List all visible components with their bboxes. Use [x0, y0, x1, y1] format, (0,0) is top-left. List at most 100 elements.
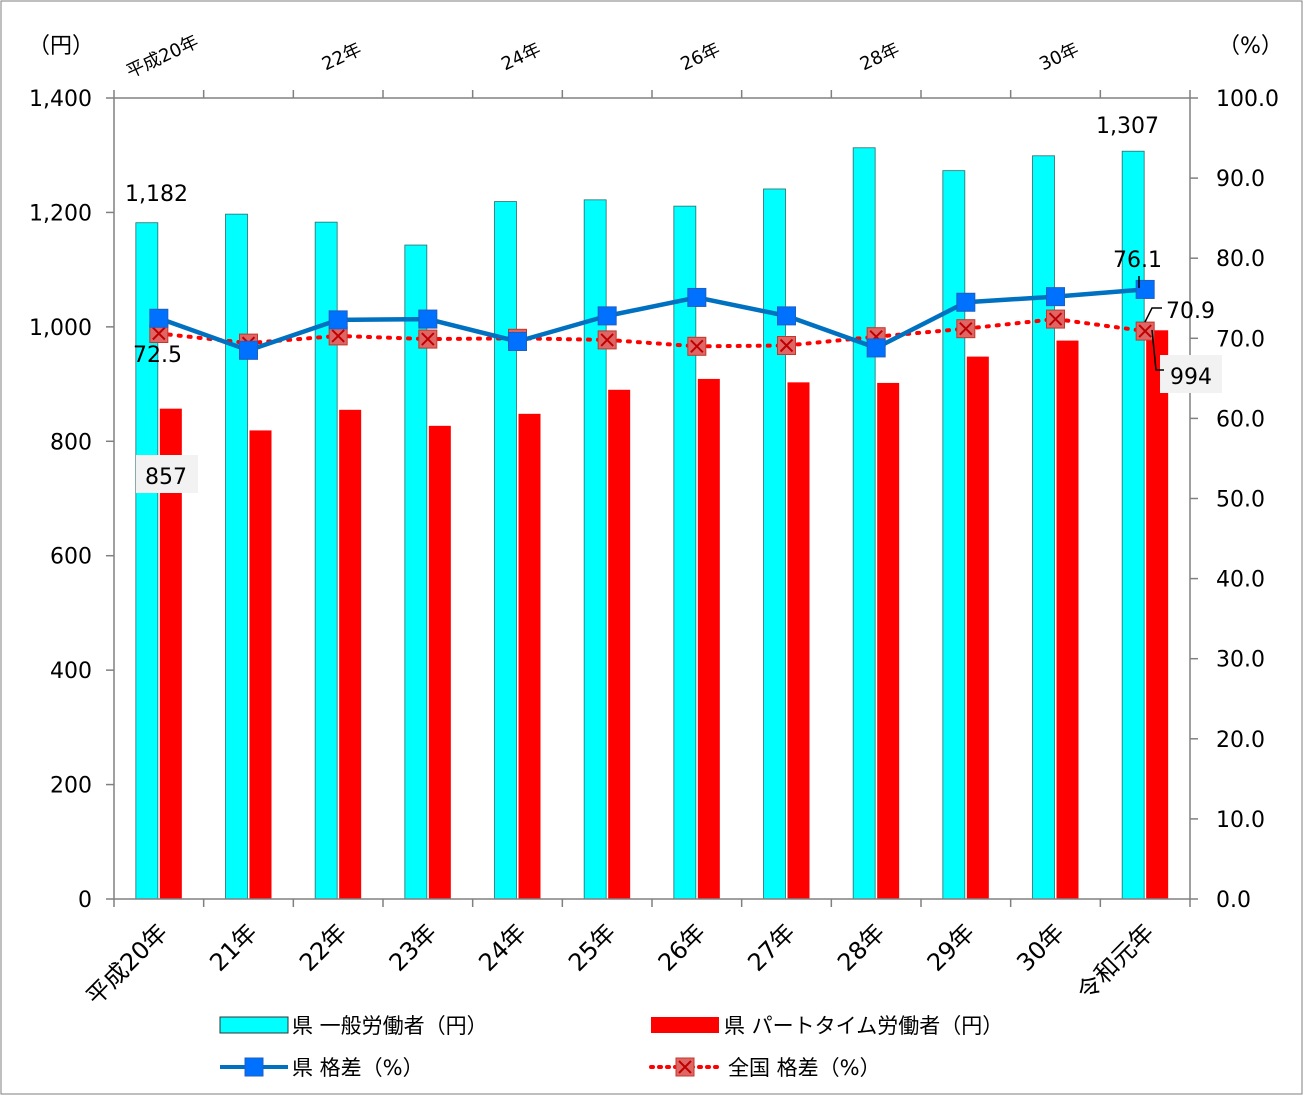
point-pref [328, 310, 348, 330]
data-labels: 1,182 1,307 857 994 72.5 76.1 70.9 [125, 114, 1222, 493]
point-national [777, 336, 796, 356]
legend-swatch-general [219, 1016, 289, 1034]
point-national [597, 330, 617, 350]
right-tick-label: 20.0 [1216, 728, 1265, 753]
right-tick-label: 10.0 [1216, 808, 1265, 833]
point-national-cross [600, 333, 614, 347]
left-tick-label: 200 [50, 774, 92, 799]
point-pref [1135, 279, 1155, 299]
bar-part [787, 382, 810, 900]
point-pref [956, 292, 976, 312]
series-general-bars [135, 147, 1145, 900]
legend-label-general: 県 一般労働者（円） [292, 1014, 488, 1038]
point-national-cross [959, 321, 973, 336]
bar-general [1032, 155, 1055, 900]
label-part-last: 994 [1170, 365, 1212, 390]
legend-swatch-pref-marker [244, 1057, 264, 1077]
series-part-bars [159, 330, 1169, 900]
point-national [418, 329, 438, 349]
bar-general [942, 170, 966, 900]
left-tick-label: 600 [50, 545, 92, 570]
left-tick-label: 1,200 [29, 201, 92, 226]
point-national [956, 319, 976, 339]
left-tick-label: 0 [78, 888, 92, 913]
right-tick-label: 0.0 [1216, 888, 1251, 913]
bar-part [249, 430, 272, 899]
bar-general [852, 147, 876, 900]
label-national-last-leader [1144, 307, 1162, 323]
left-tick-label: 400 [50, 659, 92, 684]
label-part-first-box [136, 455, 198, 493]
point-national-cross [779, 338, 794, 353]
point-pref [1046, 287, 1065, 307]
point-national [1135, 321, 1155, 341]
point-pref [777, 306, 796, 326]
point-pref [418, 309, 438, 329]
line-pref-path [158, 287, 1146, 353]
bar-part [697, 378, 720, 900]
point-national-cross [690, 339, 704, 354]
legend-label-national: 全国 格差（%） [728, 1056, 881, 1080]
point-national [328, 326, 348, 346]
point-pref [508, 332, 527, 352]
bar-part [608, 389, 631, 899]
label-part-last-box [1160, 355, 1222, 393]
point-national-cross [1048, 312, 1063, 326]
point-pref [687, 287, 707, 307]
point-national-cross [421, 332, 435, 346]
label-pref-last: 76.1 [1113, 248, 1162, 273]
bar-general [763, 188, 786, 900]
point-national-cross [1138, 324, 1152, 338]
label-general-last: 1,307 [1096, 114, 1159, 139]
legend: 県 一般労働者（円） 県 パートタイム労働者（円） 県 格差（%） 全国 格差（… [219, 1014, 1003, 1080]
right-tick-label: 30.0 [1216, 648, 1265, 673]
point-pref [239, 340, 258, 360]
point-national-cross [331, 329, 345, 343]
point-national [149, 323, 169, 343]
bar-part [877, 382, 900, 900]
bar-part [1146, 330, 1169, 899]
bar-part [428, 425, 451, 899]
point-pref [597, 306, 617, 326]
bar-part [159, 408, 182, 899]
bar-general [225, 213, 248, 900]
series-pref-line [149, 279, 1155, 360]
label-part-last-leader [1151, 329, 1164, 371]
bar-part [966, 356, 989, 899]
left-tick-label: 800 [50, 430, 92, 455]
right-tick-label: 70.0 [1216, 327, 1265, 352]
right-tick-label: 60.0 [1216, 407, 1265, 432]
point-national [687, 336, 707, 356]
line-national-path [156, 317, 1148, 349]
bar-general [583, 199, 607, 900]
axis-tick-marks [106, 90, 1198, 907]
legend-swatch-part [651, 1017, 719, 1033]
label-national-last: 70.9 [1166, 299, 1215, 324]
left-tick-label: 1,000 [29, 316, 92, 341]
bar-general [494, 201, 517, 900]
point-pref [149, 308, 169, 328]
right-tick-label: 40.0 [1216, 568, 1265, 593]
label-pref-first: 72.5 [133, 343, 182, 368]
legend-swatch-national-marker [675, 1057, 695, 1077]
bar-part [339, 409, 362, 899]
legend-label-part: 県 パートタイム労働者（円） [724, 1014, 1003, 1038]
bar-part [518, 413, 541, 899]
legend-label-pref: 県 格差（%） [292, 1056, 424, 1080]
left-tick-label: 1,400 [29, 87, 92, 112]
left-axis-unit: （円） [28, 34, 94, 59]
point-national-cross [152, 326, 166, 341]
right-tick-label: 80.0 [1216, 247, 1265, 272]
point-national [1046, 309, 1065, 329]
right-axis-ticks: 0.0 10.0 20.0 30.0 40.0 50.0 60.0 70.0 80.0 90.0 1… [1216, 87, 1279, 913]
right-tick-label: 50.0 [1216, 488, 1265, 513]
right-tick-label: 100.0 [1216, 87, 1279, 112]
point-pref [866, 338, 886, 358]
label-general-first: 1,182 [125, 182, 188, 207]
left-axis-ticks: 0 200 400 600 800 1,000 1,200 1,400 [29, 87, 92, 913]
label-part-first: 857 [145, 465, 187, 490]
right-axis-unit: （%） [1218, 34, 1283, 59]
